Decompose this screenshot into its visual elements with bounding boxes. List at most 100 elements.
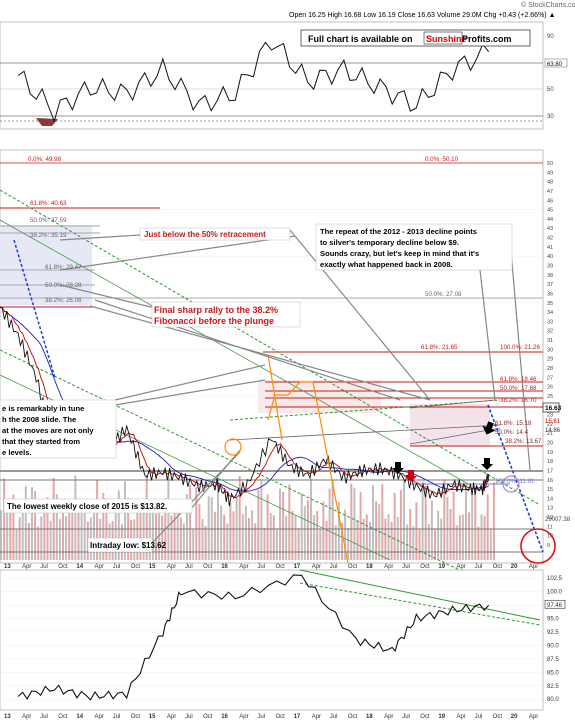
- date-top-8: 15: [149, 564, 156, 570]
- date-bottom-16: 17: [294, 714, 301, 720]
- price-tick-44: 44: [547, 217, 553, 223]
- date-top-14: Jul: [257, 564, 265, 570]
- price-tick-27: 27: [547, 375, 553, 381]
- date-top-22: Jul: [402, 564, 410, 570]
- svg-text:exactly what happened back in: exactly what happened back in 2008.: [320, 260, 453, 269]
- date-bottom-20: 18: [366, 714, 373, 720]
- date-top-4: 14: [76, 564, 83, 570]
- price-tick-42: 42: [547, 236, 553, 242]
- svg-text:Fibonacci before the plunge: Fibonacci before the plunge: [154, 316, 274, 326]
- svg-text:50.0%: 28.28: 50.0%: 28.28: [45, 282, 82, 289]
- svg-text:50.0%: 27.08: 50.0%: 27.08: [425, 291, 462, 298]
- price-tick-31: 31: [547, 338, 553, 344]
- date-top-28: 20: [511, 564, 518, 570]
- date-bottom-26: Jul: [475, 714, 483, 720]
- price-tick-9: 9: [547, 543, 550, 549]
- price-tick-18: 18: [547, 459, 553, 465]
- price-tick-26: 26: [547, 385, 553, 391]
- price-tick-37: 37: [547, 282, 553, 288]
- date-axis-bottom: 13 Apr Jul Oct 14 Apr Jul Oct 15 Apr Jul Oct 16 Apr Ju…: [4, 714, 538, 720]
- small-label-1: 15.61: [545, 419, 561, 425]
- date-bottom-23: Oct: [420, 714, 430, 720]
- usd-tick-2: 97.46: [547, 603, 563, 609]
- price-tick-35: 35: [547, 301, 553, 307]
- svg-text:50.0%: 14.4: 50.0%: 14.4: [495, 429, 529, 436]
- price-tick-43: 43: [547, 226, 553, 232]
- price-tick-14: 14: [547, 496, 553, 502]
- volume-tick: 29007.38: [545, 517, 571, 523]
- svg-text:100.0%: 21.26: 100.0%: 21.26: [500, 344, 540, 351]
- price-tick-28: 28: [547, 366, 553, 372]
- date-bottom-5: Apr: [95, 714, 104, 720]
- arrow-markers: [392, 421, 496, 482]
- date-top-9: Apr: [167, 564, 176, 570]
- date-bottom-2: Jul: [40, 714, 48, 720]
- annotation-intraday-low: Intraday low: $13.62: [87, 537, 167, 553]
- date-top-13: Apr: [239, 564, 248, 570]
- date-bottom-15: Oct: [276, 714, 286, 720]
- svg-text:h the 2008 slide. The: h the 2008 slide. The: [2, 415, 76, 424]
- rsi-tick-90: 90: [547, 34, 554, 40]
- date-bottom-6: Jul: [113, 714, 121, 720]
- usd-tick-8: 82.5: [547, 684, 559, 690]
- price-tick-10: 10: [547, 534, 553, 540]
- date-bottom-9: Apr: [167, 714, 176, 720]
- svg-text:90: 90: [547, 34, 554, 40]
- rsi-tick-63: 63.80: [547, 62, 563, 68]
- annotation-final-rally: Final sharp rally to the 38.2% Fibonacci…: [151, 301, 301, 328]
- date-top-12: 16: [221, 564, 228, 570]
- svg-text:The lowest weekly close of 201: The lowest weekly close of 2015 is $13.8…: [7, 502, 167, 511]
- usd-tick-7: 85.0: [547, 670, 559, 676]
- ohlc-header: Open 16.25 High 16.68 Low 16.19 Close 16…: [289, 12, 556, 19]
- date-bottom-1: Apr: [22, 714, 31, 720]
- svg-text:38.2%: 13.67: 38.2%: 13.67: [505, 438, 542, 445]
- date-top-0: 13: [4, 564, 11, 570]
- date-top-26: Jul: [475, 564, 483, 570]
- date-top-24: 19: [438, 564, 445, 570]
- date-bottom-28: 20: [511, 714, 518, 720]
- price-tick-22: 22: [547, 422, 553, 428]
- rsi-tick-30: 30: [547, 114, 554, 120]
- svg-text:that they started from: that they started from: [2, 437, 80, 446]
- price-tick-30: 30: [547, 347, 553, 353]
- fib-labels: 0.0%: 49.98 0.0%: 50.10 61.8%: 40.63 50.…: [28, 156, 542, 485]
- blue-projection-2019: [487, 404, 544, 553]
- svg-text:38.2%: 16.70: 38.2%: 16.70: [500, 397, 537, 404]
- circle-2015-low: [224, 438, 242, 456]
- date-bottom-13: Apr: [239, 714, 248, 720]
- annotation-in-tune: e is remarkably in tune h the 2008 slide…: [0, 399, 117, 459]
- price-tick-38: 38: [547, 273, 553, 279]
- date-top-10: Jul: [185, 564, 193, 570]
- price-tick-49: 49: [547, 170, 553, 176]
- rsi-tick-50: 50: [547, 87, 554, 93]
- svg-text:e levels.: e levels.: [2, 448, 32, 457]
- date-bottom-12: 16: [221, 714, 228, 720]
- orange-lines: [267, 354, 349, 564]
- date-bottom-14: Jul: [257, 714, 265, 720]
- date-top-17: Apr: [312, 564, 321, 570]
- banner-prefix: Full chart is available on: [308, 34, 413, 44]
- svg-text:Intraday low: $13.62: Intraday low: $13.62: [90, 541, 167, 550]
- price-tick-50: 50: [547, 161, 553, 167]
- svg-text:61.8%: 29.47: 61.8%: 29.47: [45, 264, 82, 271]
- date-top-7: Oct: [131, 564, 141, 570]
- date-top-20: 18: [366, 564, 373, 570]
- price-tick-36: 36: [547, 291, 553, 297]
- date-top-15: Oct: [276, 564, 286, 570]
- price-tick-19: 19: [547, 450, 553, 456]
- price-tick-33: 33: [547, 319, 553, 325]
- banner: Full chart is available on Sunshine Prof…: [300, 29, 531, 47]
- annotation-repeat: The repeat of the 2012 - 2013 decline po…: [315, 223, 513, 271]
- price-tick-11: 11: [547, 524, 553, 530]
- svg-text:61.8%: 40.63: 61.8%: 40.63: [30, 200, 67, 207]
- annotation-connectors: [59, 229, 531, 546]
- svg-text:to silver's temporary decline: to silver's temporary decline below $9.: [320, 238, 459, 247]
- usd-tick-1: 100.0: [547, 590, 563, 596]
- svg-text:The repeat of the 2012 - 2013: The repeat of the 2012 - 2013 decline po…: [320, 227, 477, 236]
- svg-text:Just below the 50% retracement: Just below the 50% retracement: [144, 230, 266, 239]
- usd-tick-9: 80.0: [547, 697, 559, 703]
- price-tick-48: 48: [547, 180, 553, 186]
- small-label-2: 14.86: [545, 428, 561, 434]
- date-top-6: Jul: [113, 564, 121, 570]
- usd-tick-6: 87.5: [547, 657, 559, 663]
